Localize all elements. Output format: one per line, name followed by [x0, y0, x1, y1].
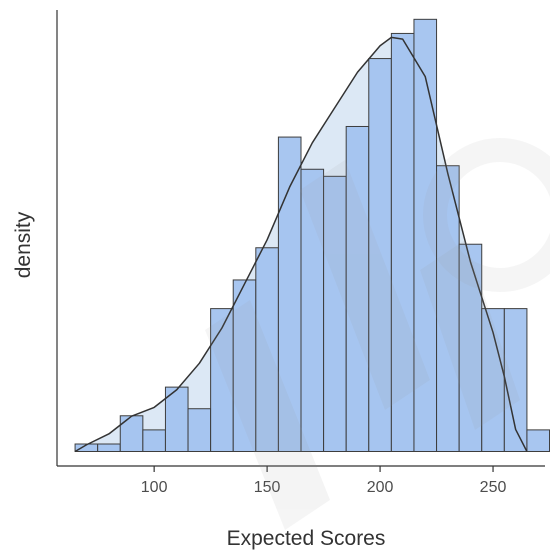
- x-tick-label: 150: [254, 479, 281, 496]
- histogram-bar: [458, 243, 483, 452]
- histogram-bar: [345, 125, 370, 452]
- histogram-bar: [526, 429, 550, 452]
- histogram-bar: [119, 415, 144, 452]
- x-tick-label: 100: [141, 479, 168, 496]
- x-tick-label: 250: [480, 479, 507, 496]
- y-axis-title: density: [12, 211, 35, 278]
- histogram-bar: [210, 308, 234, 452]
- histogram-bar: [390, 32, 415, 452]
- histogram-bar: [97, 443, 121, 452]
- x-axis-ticks: 100 150 200 250: [141, 466, 507, 496]
- histogram-bar: [187, 408, 212, 452]
- histogram-bar: [255, 247, 279, 452]
- axes: [56, 10, 545, 467]
- histogram-bar: [436, 165, 460, 452]
- histogram-bar: [277, 136, 302, 453]
- histogram-bar: [232, 279, 257, 452]
- histogram-bar: [413, 18, 438, 452]
- histogram-bar: [323, 175, 347, 452]
- histogram-bar: [300, 168, 325, 452]
- density-curve: [74, 36, 528, 453]
- x-tick-label: 200: [367, 479, 394, 496]
- histogram-bar: [142, 429, 166, 452]
- x-axis-title: Expected Scores: [227, 527, 386, 550]
- density-line: [74, 36, 528, 453]
- histogram-bar: [368, 58, 392, 452]
- histogram-bars: [74, 18, 550, 453]
